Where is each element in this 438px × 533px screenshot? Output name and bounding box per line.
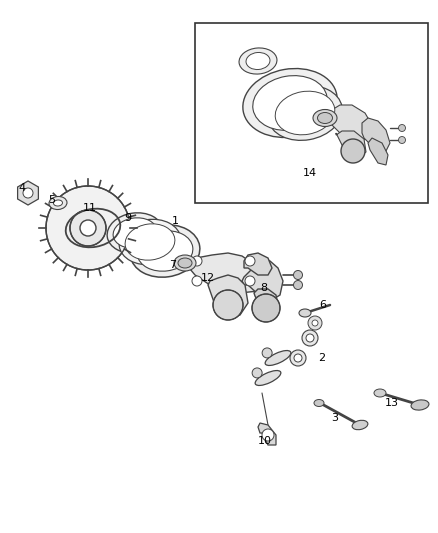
- Circle shape: [70, 210, 106, 246]
- Circle shape: [46, 186, 130, 270]
- Text: 3: 3: [332, 413, 339, 423]
- Ellipse shape: [253, 76, 327, 131]
- Ellipse shape: [313, 109, 337, 126]
- Ellipse shape: [174, 255, 196, 271]
- Ellipse shape: [239, 48, 277, 74]
- Ellipse shape: [246, 52, 270, 69]
- Ellipse shape: [255, 370, 281, 385]
- Ellipse shape: [107, 213, 163, 253]
- Ellipse shape: [53, 200, 63, 206]
- Circle shape: [80, 220, 96, 236]
- Ellipse shape: [411, 400, 429, 410]
- Ellipse shape: [352, 421, 368, 430]
- Circle shape: [293, 271, 303, 279]
- Circle shape: [312, 320, 318, 326]
- Ellipse shape: [113, 218, 157, 248]
- Ellipse shape: [265, 351, 291, 366]
- Circle shape: [262, 429, 274, 441]
- Ellipse shape: [318, 112, 332, 124]
- Ellipse shape: [299, 309, 311, 317]
- Circle shape: [294, 354, 302, 362]
- Text: 13: 13: [385, 398, 399, 408]
- Ellipse shape: [137, 231, 193, 271]
- Ellipse shape: [252, 368, 262, 378]
- Circle shape: [192, 256, 202, 266]
- Polygon shape: [242, 259, 283, 300]
- Circle shape: [245, 256, 255, 266]
- Polygon shape: [183, 253, 262, 293]
- Text: 8: 8: [261, 283, 268, 293]
- Ellipse shape: [374, 389, 386, 397]
- Text: 12: 12: [201, 273, 215, 283]
- Polygon shape: [368, 138, 388, 165]
- Circle shape: [306, 334, 314, 342]
- Text: 9: 9: [124, 213, 131, 223]
- Ellipse shape: [275, 91, 335, 135]
- Circle shape: [245, 276, 255, 286]
- Ellipse shape: [49, 197, 67, 209]
- Circle shape: [192, 276, 202, 286]
- Ellipse shape: [314, 400, 324, 407]
- Text: 1: 1: [172, 216, 179, 226]
- Text: 11: 11: [83, 203, 97, 213]
- Circle shape: [302, 330, 318, 346]
- Circle shape: [213, 290, 243, 320]
- Polygon shape: [254, 289, 278, 315]
- Polygon shape: [244, 253, 272, 275]
- Ellipse shape: [125, 224, 175, 260]
- Ellipse shape: [262, 348, 272, 358]
- Text: 2: 2: [318, 353, 325, 363]
- Circle shape: [399, 125, 406, 132]
- Circle shape: [290, 350, 306, 366]
- Circle shape: [308, 316, 322, 330]
- Circle shape: [293, 280, 303, 289]
- Polygon shape: [362, 118, 390, 153]
- Text: 4: 4: [18, 183, 25, 193]
- Text: 14: 14: [303, 168, 317, 178]
- Circle shape: [399, 136, 406, 143]
- Text: 10: 10: [258, 436, 272, 446]
- Ellipse shape: [178, 258, 192, 268]
- Circle shape: [341, 139, 365, 163]
- Ellipse shape: [119, 219, 181, 265]
- Text: 6: 6: [319, 300, 326, 310]
- Bar: [195, 23, 428, 203]
- Text: 7: 7: [170, 260, 177, 270]
- Circle shape: [23, 188, 33, 198]
- Text: 5: 5: [49, 195, 56, 205]
- Polygon shape: [258, 423, 276, 445]
- Circle shape: [252, 294, 280, 322]
- Polygon shape: [208, 275, 248, 318]
- Polygon shape: [325, 105, 372, 141]
- Ellipse shape: [243, 69, 337, 138]
- Ellipse shape: [130, 225, 200, 277]
- Polygon shape: [336, 131, 366, 158]
- Polygon shape: [18, 181, 39, 205]
- Ellipse shape: [268, 86, 342, 140]
